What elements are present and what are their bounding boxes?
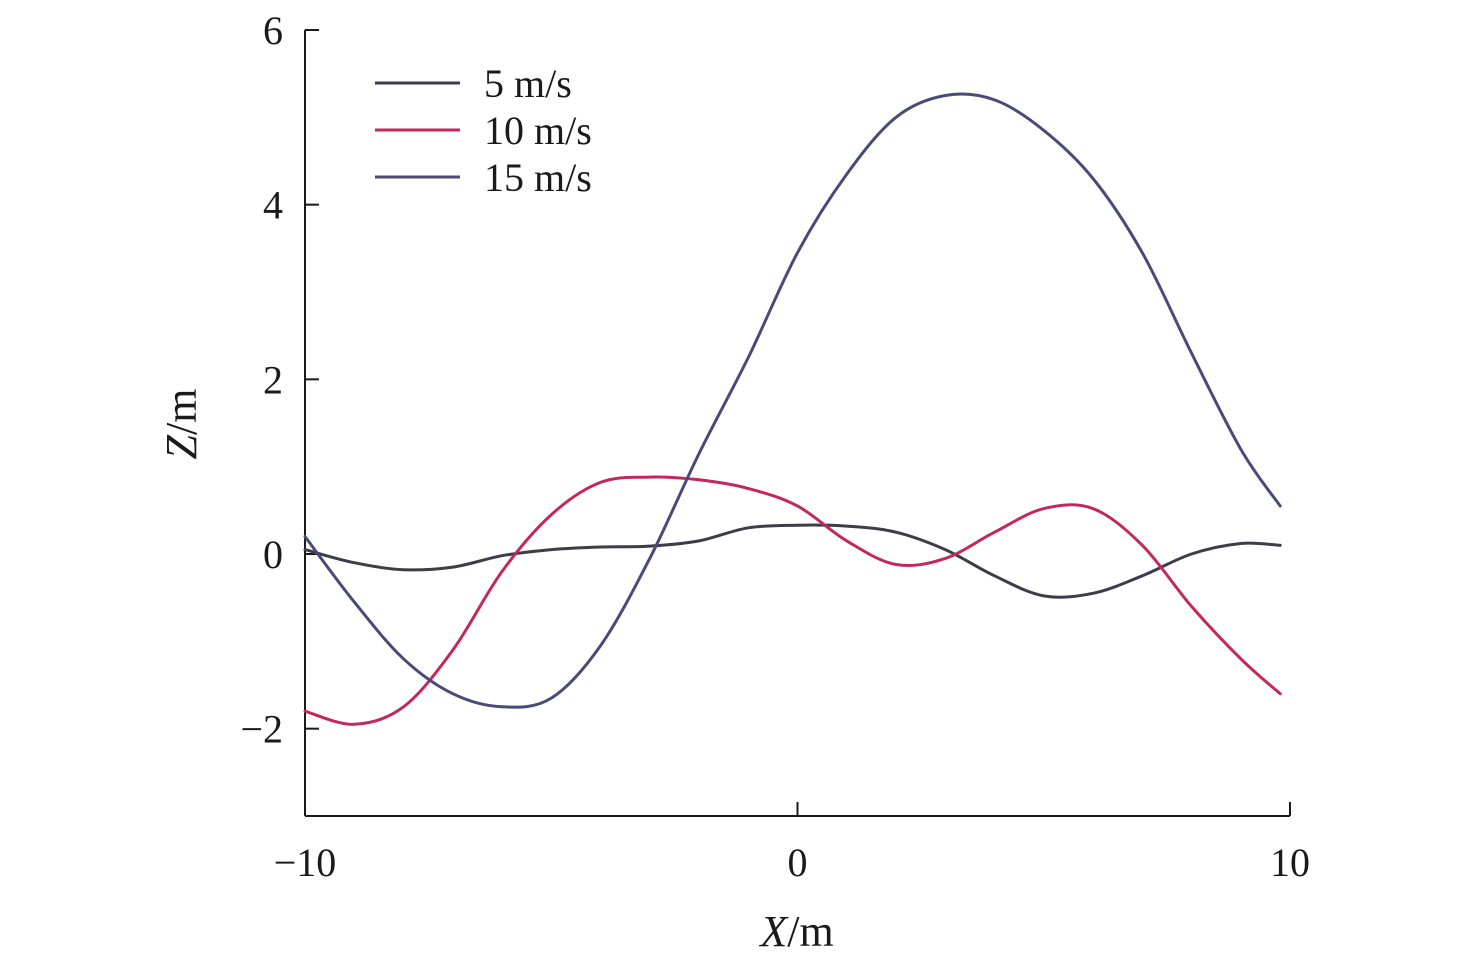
x-axis-label-unit: /m: [787, 907, 833, 956]
series-lines: [303, 92, 1282, 726]
y-axis-label: Z/m: [157, 389, 206, 460]
y-axis-label-var: Z: [157, 434, 206, 459]
series-line-10-ms: [303, 475, 1282, 726]
axes: [304, 30, 1290, 817]
y-tick-label: 4: [263, 183, 283, 228]
y-axis-label-unit: /m: [157, 389, 206, 435]
y-tick-label: −2: [240, 707, 283, 752]
y-tick-label: 2: [263, 357, 283, 402]
x-tick-label: 0: [788, 840, 808, 885]
series-line-5-ms: [303, 523, 1282, 599]
x-tick-label: −10: [274, 840, 337, 885]
y-tick-label: 0: [263, 532, 283, 577]
y-ticks: −2 0 2 4 6: [240, 8, 319, 752]
legend-label-5-ms: 5 m/s: [484, 61, 572, 106]
x-tick-label: 10: [1270, 840, 1310, 885]
series-line-15-ms: [303, 92, 1282, 709]
legend-label-15-ms: 15 m/s: [484, 155, 592, 200]
y-tick-label: 6: [263, 8, 283, 53]
legend-label-10-ms: 10 m/s: [484, 108, 592, 153]
x-axis-label: X/m: [758, 907, 833, 956]
legend: 5 m/s10 m/s15 m/s: [375, 61, 592, 200]
x-ticks: −10 0 10: [274, 802, 1310, 885]
x-axis-label-var: X: [758, 907, 789, 956]
